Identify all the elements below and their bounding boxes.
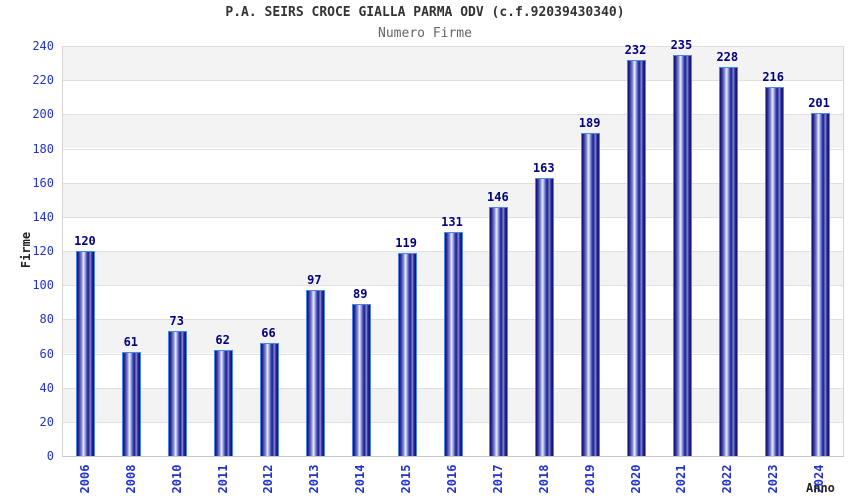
plot-band <box>63 46 843 81</box>
bar <box>214 350 234 456</box>
plot-band <box>63 148 843 183</box>
bar-value-label: 131 <box>441 215 463 230</box>
y-tick-label: 220 <box>32 73 54 88</box>
x-tick-label: 2011 <box>215 464 230 494</box>
y-tick-label: 20 <box>39 414 54 429</box>
y-tick-label: 180 <box>32 141 54 156</box>
bar-value-label: 66 <box>261 326 276 341</box>
y-tick-label: 0 <box>46 449 54 463</box>
gridline <box>63 148 843 150</box>
y-tick-label: 100 <box>32 278 54 293</box>
bar-value-label: 146 <box>487 189 509 204</box>
bar <box>168 331 188 456</box>
bar-value-label: 228 <box>716 49 739 64</box>
bar <box>305 290 325 456</box>
x-tick-label: 2015 <box>399 464 414 494</box>
y-tick-label: 40 <box>39 380 54 395</box>
bar <box>259 343 279 456</box>
bar <box>351 303 371 456</box>
bar <box>627 59 647 456</box>
x-tick-label: 2023 <box>766 464 781 494</box>
x-tick-label: 2018 <box>536 464 551 494</box>
y-axis-title: Firme <box>19 231 33 269</box>
y-tick-label: 160 <box>32 175 54 190</box>
bar <box>397 252 417 456</box>
gridline <box>63 216 843 218</box>
bar-value-label: 61 <box>123 334 139 349</box>
plot-band <box>63 80 843 115</box>
bar <box>581 133 601 456</box>
bar <box>443 232 463 456</box>
plot-band <box>63 114 843 149</box>
bar-value-label: 232 <box>624 42 647 57</box>
bar-value-label: 163 <box>532 160 555 175</box>
gridline <box>63 182 843 184</box>
bar-value-label: 97 <box>307 273 322 288</box>
x-tick-label: 2020 <box>628 464 643 494</box>
x-tick-label: 2010 <box>169 464 184 494</box>
y-tick-label: 140 <box>32 209 54 224</box>
bar-value-label: 120 <box>74 234 96 248</box>
x-axis-title: Anno <box>806 481 835 495</box>
bar <box>764 87 784 456</box>
x-tick-label: 2016 <box>445 464 459 494</box>
bar-value-label: 62 <box>215 333 230 348</box>
bar <box>672 54 692 456</box>
bar <box>489 206 509 456</box>
y-tick-label: 240 <box>32 39 54 53</box>
x-tick-label: 2021 <box>674 464 689 494</box>
y-tick-label: 60 <box>39 346 54 361</box>
bar <box>810 112 830 456</box>
x-tick-label: 2008 <box>123 464 138 494</box>
y-tick-label: 200 <box>32 107 54 122</box>
bar <box>718 66 738 456</box>
bar <box>76 251 96 456</box>
x-tick-label: 2012 <box>261 464 276 494</box>
bar-value-label: 235 <box>670 37 693 52</box>
bar-value-label: 119 <box>395 235 417 250</box>
y-tick-label: 80 <box>39 312 54 327</box>
bar-value-label: 201 <box>808 95 830 110</box>
y-tick-label: 120 <box>32 244 54 258</box>
x-tick-label: 2006 <box>77 464 92 494</box>
bar <box>535 177 555 456</box>
bar-value-label: 189 <box>578 116 601 131</box>
bar-value-label: 73 <box>169 314 184 329</box>
x-tick-label: 2014 <box>353 464 368 494</box>
x-tick-label: 2017 <box>490 464 505 494</box>
x-tick-label: 2013 <box>307 464 322 494</box>
gridline <box>63 80 843 82</box>
plot-area <box>62 46 844 457</box>
gridline <box>63 46 843 47</box>
chart-title: P.A. SEIRS CROCE GIALLA PARMA ODV (c.f.9… <box>225 5 625 20</box>
plot-band <box>63 182 843 217</box>
bar-value-label: 216 <box>762 70 785 84</box>
gridline <box>63 114 843 116</box>
bar <box>122 351 142 456</box>
chart-subtitle: Numero Firme <box>378 26 472 41</box>
bar-value-label: 89 <box>353 286 368 301</box>
x-tick-label: 2019 <box>582 464 597 494</box>
x-tick-label: 2022 <box>720 464 735 494</box>
